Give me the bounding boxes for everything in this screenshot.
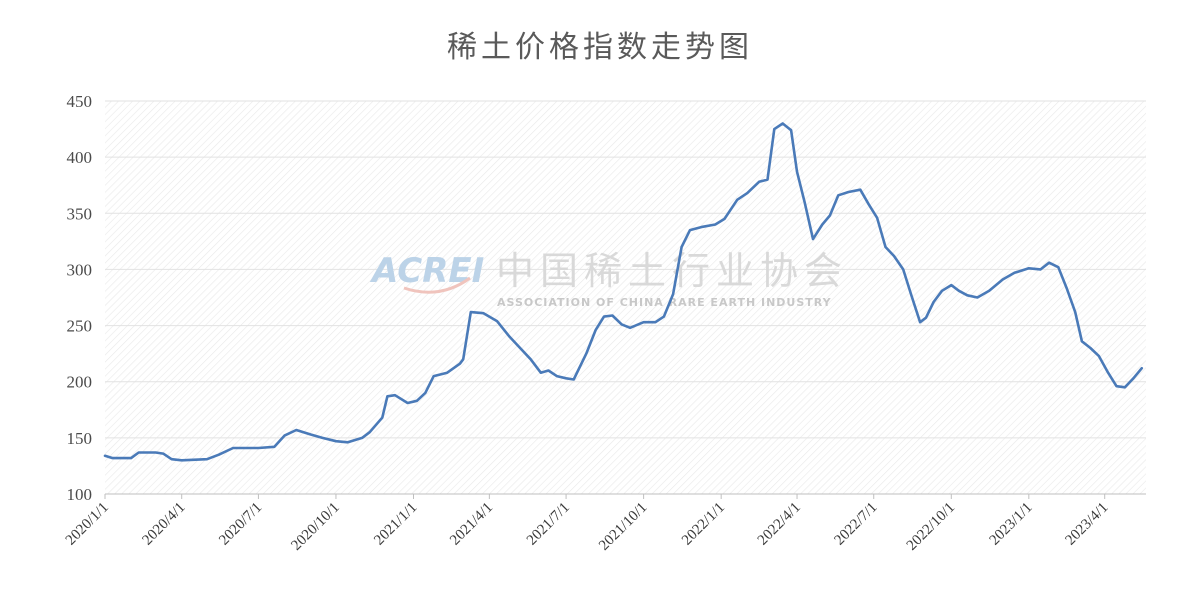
series-line xyxy=(103,122,1144,462)
y-axis-ticks: 100 150 200 250 300 350 400 450 xyxy=(67,92,93,504)
y-tick-label: 200 xyxy=(67,373,93,392)
x-tick-label: 2021/4/1 xyxy=(447,500,496,549)
x-tick-label: 2023/1/1 xyxy=(987,500,1036,549)
y-tick-label: 100 xyxy=(67,485,93,504)
x-tick-label: 2020/10/1 xyxy=(288,500,342,554)
x-tick-label: 2023/4/1 xyxy=(1062,500,1111,549)
x-tick-label: 2020/7/1 xyxy=(216,500,265,549)
x-tick-label: 2021/10/1 xyxy=(596,500,650,554)
watermark-name-en: ASSOCIATION OF CHINA RARE EARTH INDUSTRY xyxy=(497,296,832,309)
watermark-name-cn: 中国稀土行业协会 xyxy=(496,249,848,293)
x-tick-label: 2021/7/1 xyxy=(524,500,573,549)
x-tick-label: 2020/4/1 xyxy=(140,500,189,549)
y-tick-label: 450 xyxy=(67,92,93,111)
watermark-logo: ACREI 中国稀土行业协会 ASSOCIATION OF CHINA RARE… xyxy=(369,249,848,309)
x-axis-ticks: 2020/1/1 2020/4/1 2020/7/1 2020/10/1 2021/1/… xyxy=(63,494,1112,554)
x-tick-label: 2020/1/1 xyxy=(63,500,112,549)
x-tick-label: 2022/10/1 xyxy=(904,500,958,554)
watermark-swoosh-icon xyxy=(403,276,471,294)
y-tick-label: 300 xyxy=(67,260,93,279)
x-tick-label: 2022/4/1 xyxy=(755,500,804,549)
y-tick-label: 150 xyxy=(67,429,93,448)
chart-title: 稀土价格指数走势图 xyxy=(447,30,753,65)
y-tick-label: 400 xyxy=(67,148,93,167)
watermark-abbr: ACREI xyxy=(369,251,484,291)
x-tick-label: 2021/1/1 xyxy=(371,500,420,549)
x-tick-label: 2022/1/1 xyxy=(679,500,728,549)
y-tick-label: 250 xyxy=(67,317,93,336)
x-tick-label: 2022/7/1 xyxy=(832,500,881,549)
y-tick-label: 350 xyxy=(67,204,93,223)
